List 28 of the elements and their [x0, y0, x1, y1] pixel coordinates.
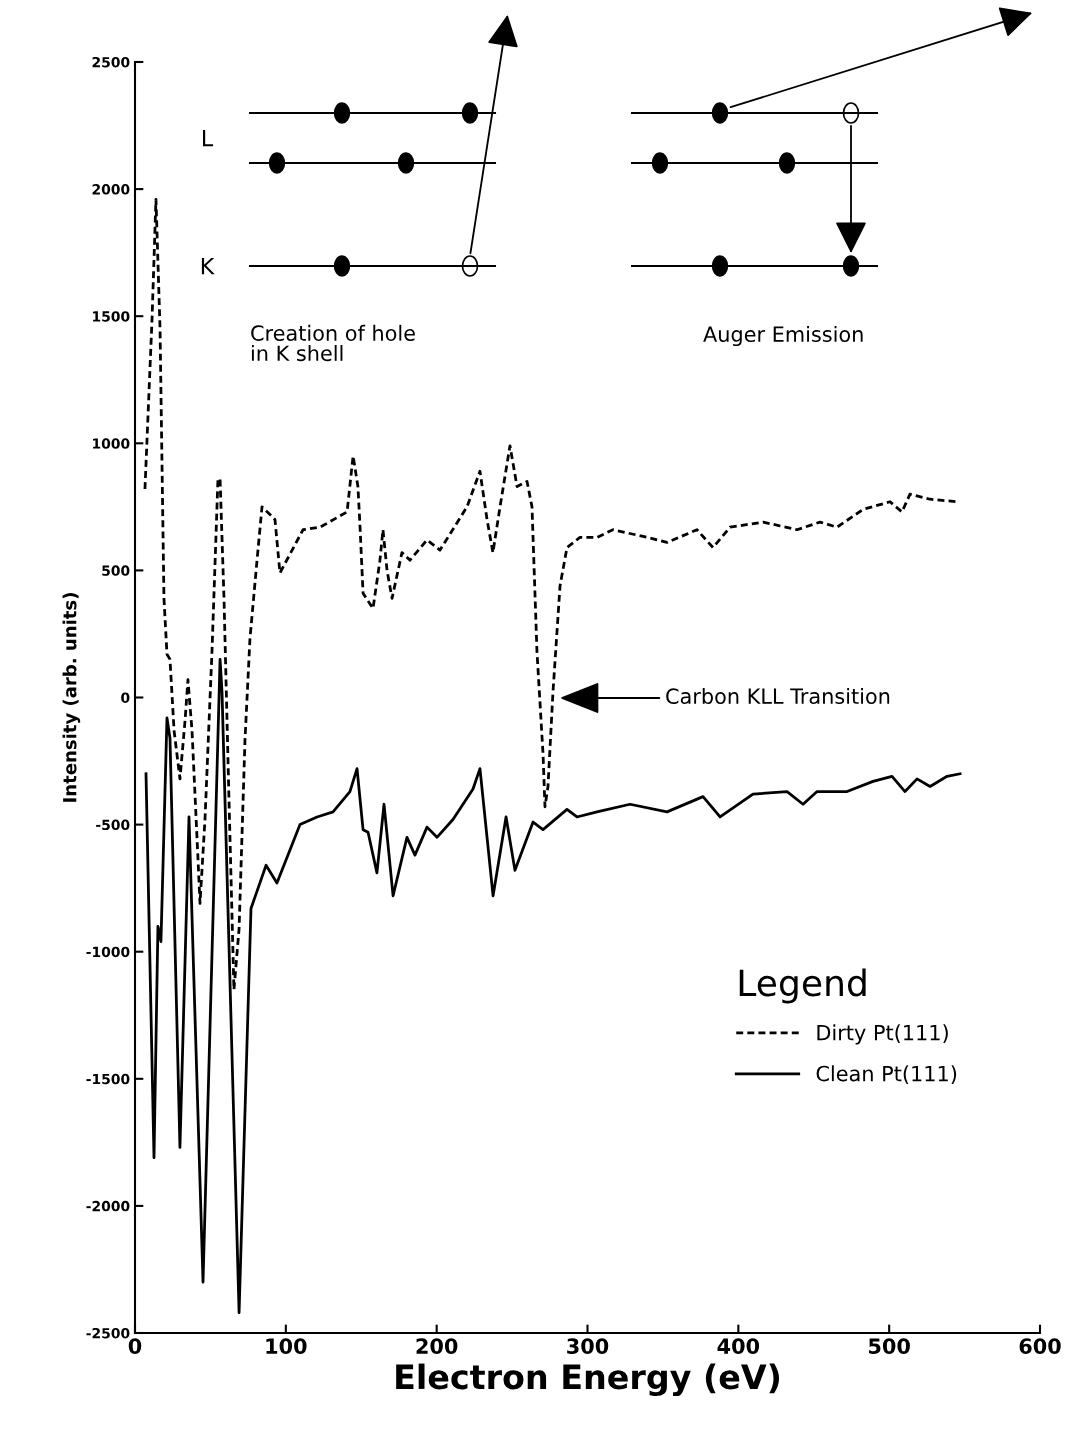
y-tick-label: 1000: [93, 438, 130, 449]
annotation: L: [202, 129, 214, 147]
x-tick-label: 600: [1019, 1338, 1061, 1354]
legend-label: Dirty Pt(111): [817, 1024, 948, 1045]
x-tick-label: 0: [128, 1338, 142, 1354]
x-axis-title: Electron Energy (eV): [396, 1363, 780, 1397]
legend-title: Legend: [739, 968, 866, 1004]
annotation: K: [201, 257, 215, 275]
x-tick-label: 100: [266, 1338, 307, 1354]
y-tick-label: 1500: [93, 311, 130, 322]
x-tick-label: 400: [717, 1338, 760, 1354]
y-tick-label: -1500: [86, 1073, 130, 1085]
y-tick-label: 0: [121, 692, 130, 703]
y-tick-label: 2500: [92, 56, 130, 68]
x-tick-label: 500: [869, 1338, 910, 1354]
annotation: Carbon KLL Transition: [666, 687, 890, 705]
y-tick-label: -500: [96, 819, 130, 831]
y-tick-label: -2500: [86, 1327, 130, 1339]
x-tick-label: 300: [567, 1338, 609, 1354]
y-tick-label: -1000: [86, 946, 130, 958]
y-tick-label: 2000: [92, 184, 130, 195]
x-tick-label: 200: [416, 1338, 458, 1354]
y-tick-label: 500: [102, 565, 130, 576]
y-axis-title: Intensity (arb. units): [62, 593, 81, 802]
legend-label: Clean Pt(111): [816, 1065, 957, 1084]
annotation: Creation of hole in K shell: [251, 324, 415, 362]
annotation: Auger Emission: [703, 325, 863, 347]
y-tick-label: -2000: [86, 1200, 130, 1212]
